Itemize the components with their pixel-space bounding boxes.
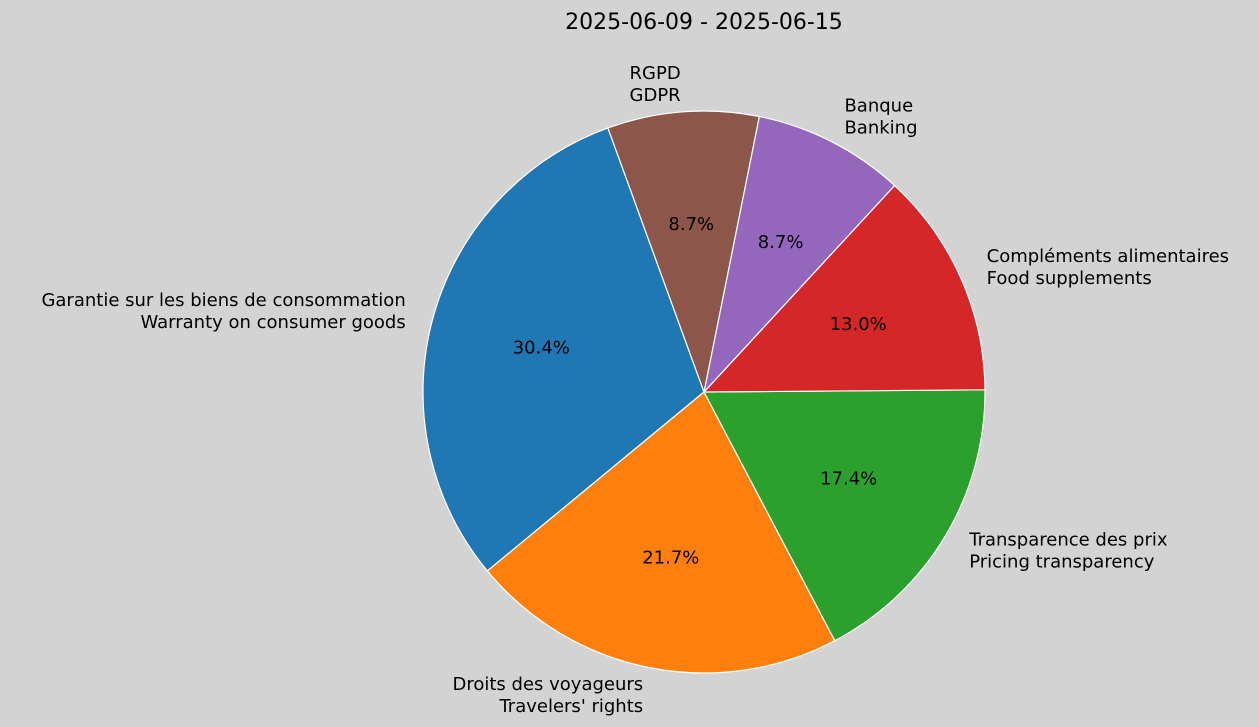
pie-slice [703, 389, 986, 642]
pie-slice [702, 115, 896, 394]
slice-percent-label: 13.0% [830, 314, 887, 335]
slice-category-label: Banque [844, 96, 913, 117]
slice-category-label: Transparence des prix [968, 530, 1168, 551]
pie-labels: 30.4% Garantie sur les biens de consommat… [41, 63, 1229, 717]
slice-percent-label: 17.4% [820, 469, 877, 490]
pie-slice [422, 127, 705, 572]
pie-slices [422, 110, 986, 674]
pie-slice [486, 391, 836, 674]
slice-category-label: Travelers' rights [498, 696, 643, 717]
slice-category-label: Pricing transparency [969, 552, 1155, 573]
pie-slice [607, 110, 761, 395]
slice-category-label: Banking [844, 118, 917, 139]
chart-title: 2025-06-09 - 2025-06-15 [565, 10, 843, 35]
slice-category-label: Food supplements [987, 268, 1152, 289]
slice-percent-label: 30.4% [513, 338, 570, 359]
slice-percent-label: 8.7% [668, 214, 714, 235]
slice-category-label: Garantie sur les biens de consommation [41, 290, 405, 311]
slice-percent-label: 21.7% [642, 547, 699, 568]
slice-percent-label: 8.7% [758, 232, 804, 253]
slice-category-label: RGPD [630, 63, 681, 84]
slice-category-label: Warranty on consumer goods [140, 312, 405, 333]
slice-category-label: Droits des voyageurs [452, 674, 643, 695]
slice-category-label: Compléments alimentaires [987, 246, 1229, 267]
pie-slice [702, 184, 986, 393]
slice-category-label: GDPR [630, 85, 681, 106]
